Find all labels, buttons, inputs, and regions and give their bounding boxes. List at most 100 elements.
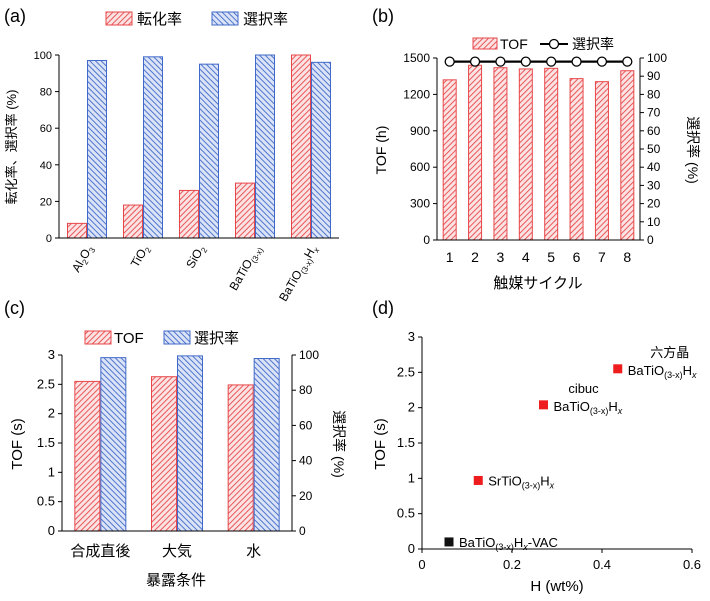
- panel-c-ylabel: TOF (s): [9, 418, 26, 469]
- panel-b-selectivity-line: [444, 56, 633, 67]
- panel-d-x-ticks: 0 0.2 0.4 0.6: [418, 549, 701, 572]
- panel-b-y-ticks-right: 0 10 20 30 40 50 60 70 80 90 100: [640, 51, 667, 247]
- panel-c-label: (c): [4, 298, 25, 318]
- panel-d-label: (d): [372, 298, 394, 318]
- panel-a-y-tick-label: 80: [40, 87, 52, 99]
- panel-c-y-right-tick-label: 0: [299, 524, 306, 538]
- panel-a-bar-conversion: [235, 182, 255, 239]
- panel-a-x-tick-label: SiO2: [183, 242, 209, 272]
- panel-b-bar-tof: [518, 68, 533, 241]
- panel-b-x-labels: 1 2 3 4 5 6 7 8: [446, 249, 632, 265]
- panel-d-y-tick-label: 3: [408, 329, 415, 344]
- panel-b-legend: TOF 選択率: [472, 36, 614, 52]
- panel-b-y-right-tick-label: 70: [647, 106, 661, 120]
- panel-c-y-tick-label: 0: [48, 523, 55, 538]
- panel-c-x-tick-label: 合成直後: [70, 543, 130, 560]
- panel-a-bar-selectivity: [199, 63, 219, 239]
- panel-c-y-tick-label: 3: [48, 347, 55, 362]
- panel-a-bar-conversion: [67, 222, 87, 239]
- panel-c-y-right-tick-label: 80: [299, 383, 313, 397]
- panel-b-legend-swatch-tof: [472, 37, 498, 50]
- panel-d-x-tick-label: 0.2: [503, 557, 521, 572]
- panel-b-legend-tof: TOF: [500, 36, 528, 52]
- panel-b-y-tick-label: 300: [410, 197, 430, 211]
- panel-a-y-tick-label: 20: [40, 196, 52, 208]
- panel-d-x-tick-label: 0.6: [683, 557, 701, 572]
- panel-d-x-tick-label: 0: [418, 557, 425, 572]
- panel-b-x-tick-label: 5: [547, 249, 555, 265]
- panel-b-bar-tof: [620, 70, 635, 241]
- panel-c-x-tick-label: 大気: [162, 543, 192, 560]
- panel-b-y-tick-label: 900: [410, 124, 430, 138]
- panel-a-bars: [67, 54, 331, 239]
- panel-b-y-right-tick-label: 20: [647, 197, 661, 211]
- panel-b: (b) TOF 選択率 TOF (h) 選択率 (%) 030060090012…: [372, 6, 701, 292]
- panel-b-bar-tof: [544, 67, 559, 241]
- panel-d-point-label: BaTiO(3-x)Hx: [628, 363, 697, 380]
- panel-b-x-tick-label: 7: [598, 249, 606, 265]
- panel-d-point: [444, 537, 454, 547]
- panel-b-selectivity-point: [520, 56, 531, 67]
- panel-b-y-tick-label: 600: [410, 160, 430, 174]
- panel-a-legend: 転化率 選択率: [105, 11, 288, 28]
- panel-a-y-tick-label: 40: [40, 160, 52, 172]
- panel-b-ylabel-right: 選択率 (%): [685, 116, 701, 184]
- panel-d-x-tick-label: 0.4: [593, 557, 611, 572]
- panel-a-bar-conversion: [179, 189, 199, 239]
- panel-a-bar-selectivity: [87, 59, 107, 239]
- panel-b-selectivity-point: [444, 56, 455, 67]
- panel-d-y-tick-label: 0: [408, 541, 415, 556]
- panel-a-bar-selectivity: [311, 61, 331, 239]
- panel-d-point-caption: 六方晶: [650, 345, 689, 360]
- panel-d-y-tick-label: 2: [408, 400, 415, 415]
- panel-c-y-right-tick-label: 20: [299, 489, 313, 503]
- panel-a-legend-selectivity: 選択率: [243, 11, 288, 28]
- panel-a-y-tick-label: 60: [40, 123, 52, 135]
- panel-a-x-tick-label: Al2O3: [69, 242, 98, 276]
- panel-b-ylabel: TOF (h): [373, 126, 389, 175]
- panel-a-ylabel: 転化率、選択率 (%): [4, 90, 19, 205]
- panel-a-x-tick-label: TiO2: [128, 242, 154, 271]
- panel-b-bar-tof: [594, 81, 609, 241]
- panel-b-selectivity-point: [546, 56, 557, 67]
- panel-c-x-labels: 合成直後 大気 水: [70, 543, 261, 560]
- panel-a-legend-conversion: 転化率: [137, 11, 182, 28]
- panel-c-y-right-tick-label: 100: [299, 348, 319, 362]
- panel-d: (d) TOF (s) 0 0.5 1 1.5 2 2.5 3 0 0.2 0.4 0.6 BaT…: [372, 298, 701, 595]
- panel-d-xlabel: H (wt%): [530, 578, 583, 595]
- panel-d-point-label: SrTiO(3-x)Hx: [488, 473, 554, 490]
- panel-b-bars: [442, 64, 635, 241]
- panel-c-y-tick-label: 0.5: [37, 494, 55, 509]
- panel-b-bar-tof: [569, 78, 584, 241]
- panel-d-y-tick-label: 1: [408, 470, 415, 485]
- panel-c-bar-tof: [151, 376, 177, 532]
- panel-b-selectivity-point: [622, 56, 633, 67]
- panel-b-selectivity-point: [571, 56, 582, 67]
- panel-c-y-ticks: 0 0.5 1 1.5 2 2.5 3: [37, 347, 62, 538]
- panel-d-point: [539, 400, 548, 410]
- panel-b-bar-tof: [493, 67, 508, 241]
- panel-c-y-ticks-right: 0 20 40 60 80 100: [292, 348, 319, 538]
- panel-c-y-right-tick-label: 60: [299, 418, 313, 432]
- panel-c-legend-swatch-selectivity: [163, 330, 191, 345]
- panel-b-x-tick-label: 8: [623, 249, 631, 265]
- panel-b-bar-tof: [442, 79, 457, 241]
- panel-b-y-right-tick-label: 40: [647, 160, 661, 174]
- panel-c-y-tick-label: 2.5: [37, 376, 55, 391]
- panel-c-legend-selectivity: 選択率: [194, 330, 239, 347]
- panel-b-selectivity-point: [596, 56, 608, 67]
- panel-a-legend-swatch-conversion: [105, 11, 133, 26]
- panel-c-bar-tof: [227, 384, 254, 532]
- panel-a-bar-conversion: [291, 54, 311, 239]
- panel-b-x-tick-label: 2: [471, 249, 479, 265]
- panel-c-xlabel: 暴露条件: [146, 572, 206, 589]
- panel-b-label: (b): [372, 6, 394, 26]
- panel-b-y-tick-label: 0: [423, 233, 430, 247]
- panel-b-selectivity-point: [495, 56, 506, 67]
- panel-a-y-tick-label: 100: [34, 50, 52, 62]
- panel-c-y-tick-label: 1: [48, 464, 55, 479]
- panel-c-bar-tof: [74, 380, 101, 532]
- panel-c-bar-selectivity: [177, 355, 203, 532]
- panel-b-x-tick-label: 4: [522, 249, 530, 265]
